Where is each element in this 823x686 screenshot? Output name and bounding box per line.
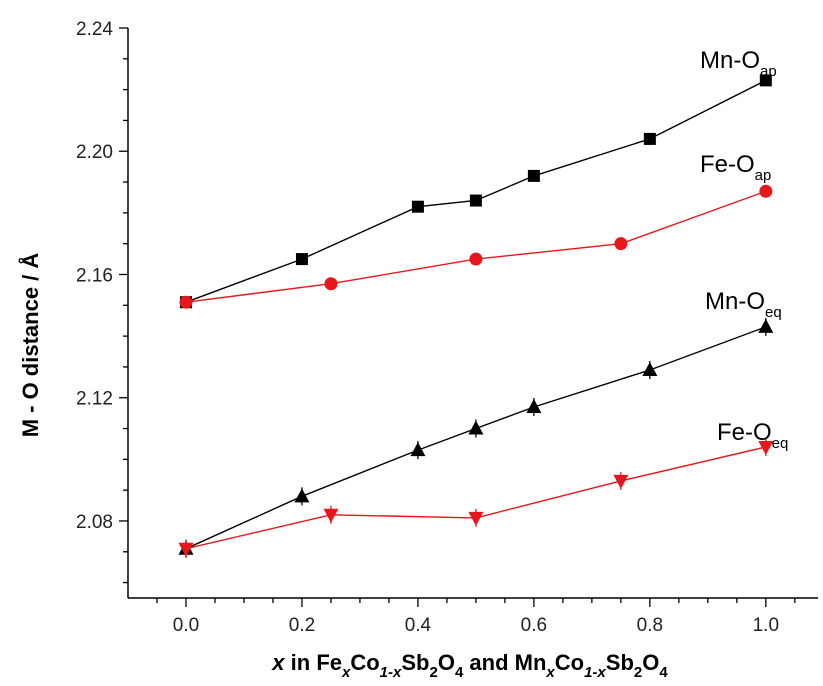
data-point-square [295,253,308,266]
data-point-square [411,200,424,213]
data-point-square [527,169,540,182]
series-1 [179,184,773,309]
series-label: Fe-Oap [700,151,771,184]
x-tick-label: 0.6 [521,615,547,636]
data-point-circle [759,184,773,198]
series-line [185,79,767,303]
data-point-circle [324,277,338,291]
series-labels: Mn-Oap Fe-Oap Mn-Oeq Fe-Oeq [700,47,788,452]
y-axis-ticks: 2.08 2.12 2.16 2.20 2.24 [76,19,128,584]
y-axis-title: M - O distance / Å [17,253,43,438]
y-tick-label: 2.08 [76,512,113,533]
series-0 [179,74,772,309]
x-axis-title: x in FexCo1-xSb2O4 and MnxCo1-xSb2O4 [271,650,668,681]
data-point-circle [469,252,483,266]
y-tick-label: 2.12 [76,389,113,410]
y-tick-label: 2.20 [76,142,113,163]
series-line [185,446,766,550]
series-label: Mn-Oeq [705,288,782,321]
y-tick-label: 2.24 [76,19,113,40]
y-tick-label: 2.16 [76,265,113,286]
data-point-square [469,194,482,207]
x-tick-label: 0.2 [289,615,315,636]
x-axis-ticks: 0.0 0.2 0.4 0.6 0.8 1.0 [156,598,796,636]
data-point-circle [614,237,628,251]
x-tick-label: 0.8 [637,615,663,636]
x-tick-label: 0.4 [405,615,432,636]
series-label: Fe-Oeq [717,419,788,452]
x-tick-label: 1.0 [753,615,779,636]
data-point-square [643,132,656,145]
series-line [185,190,767,303]
data-point-circle [179,295,193,309]
series-label: Mn-Oap [700,47,777,80]
data-point-square [759,74,772,87]
x-tick-label: 0.0 [173,615,199,636]
series-2 [178,317,774,558]
axes [127,28,818,599]
series-3 [178,438,774,558]
series-layer [178,74,774,558]
